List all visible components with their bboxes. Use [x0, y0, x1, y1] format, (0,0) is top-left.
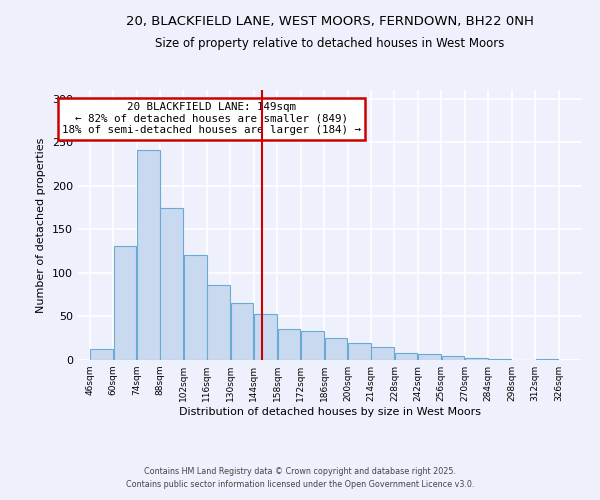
Bar [395, 353, 418, 360]
Bar [536, 359, 558, 360]
Y-axis label: Number of detached properties: Number of detached properties [37, 138, 46, 312]
Bar [278, 328, 300, 360]
Bar [325, 338, 347, 360]
Bar [488, 359, 511, 360]
Text: Contains public sector information licensed under the Open Government Licence v3: Contains public sector information licen… [126, 480, 474, 489]
Bar [231, 304, 253, 360]
Bar [465, 358, 488, 360]
Bar [254, 314, 277, 360]
Bar [184, 256, 206, 360]
Bar [442, 356, 464, 360]
Bar [137, 150, 160, 360]
Bar [208, 285, 230, 360]
X-axis label: Distribution of detached houses by size in West Moors: Distribution of detached houses by size … [179, 407, 481, 417]
Text: Contains HM Land Registry data © Crown copyright and database right 2025.: Contains HM Land Registry data © Crown c… [144, 467, 456, 476]
Bar [348, 344, 371, 360]
Bar [371, 347, 394, 360]
Text: 20, BLACKFIELD LANE, WEST MOORS, FERNDOWN, BH22 0NH: 20, BLACKFIELD LANE, WEST MOORS, FERNDOW… [126, 15, 534, 28]
Bar [90, 348, 113, 360]
Bar [113, 246, 136, 360]
Bar [301, 332, 324, 360]
Bar [418, 354, 441, 360]
Text: Size of property relative to detached houses in West Moors: Size of property relative to detached ho… [155, 38, 505, 51]
Bar [160, 208, 183, 360]
Text: 20 BLACKFIELD LANE: 149sqm
← 82% of detached houses are smaller (849)
18% of sem: 20 BLACKFIELD LANE: 149sqm ← 82% of deta… [62, 102, 361, 136]
